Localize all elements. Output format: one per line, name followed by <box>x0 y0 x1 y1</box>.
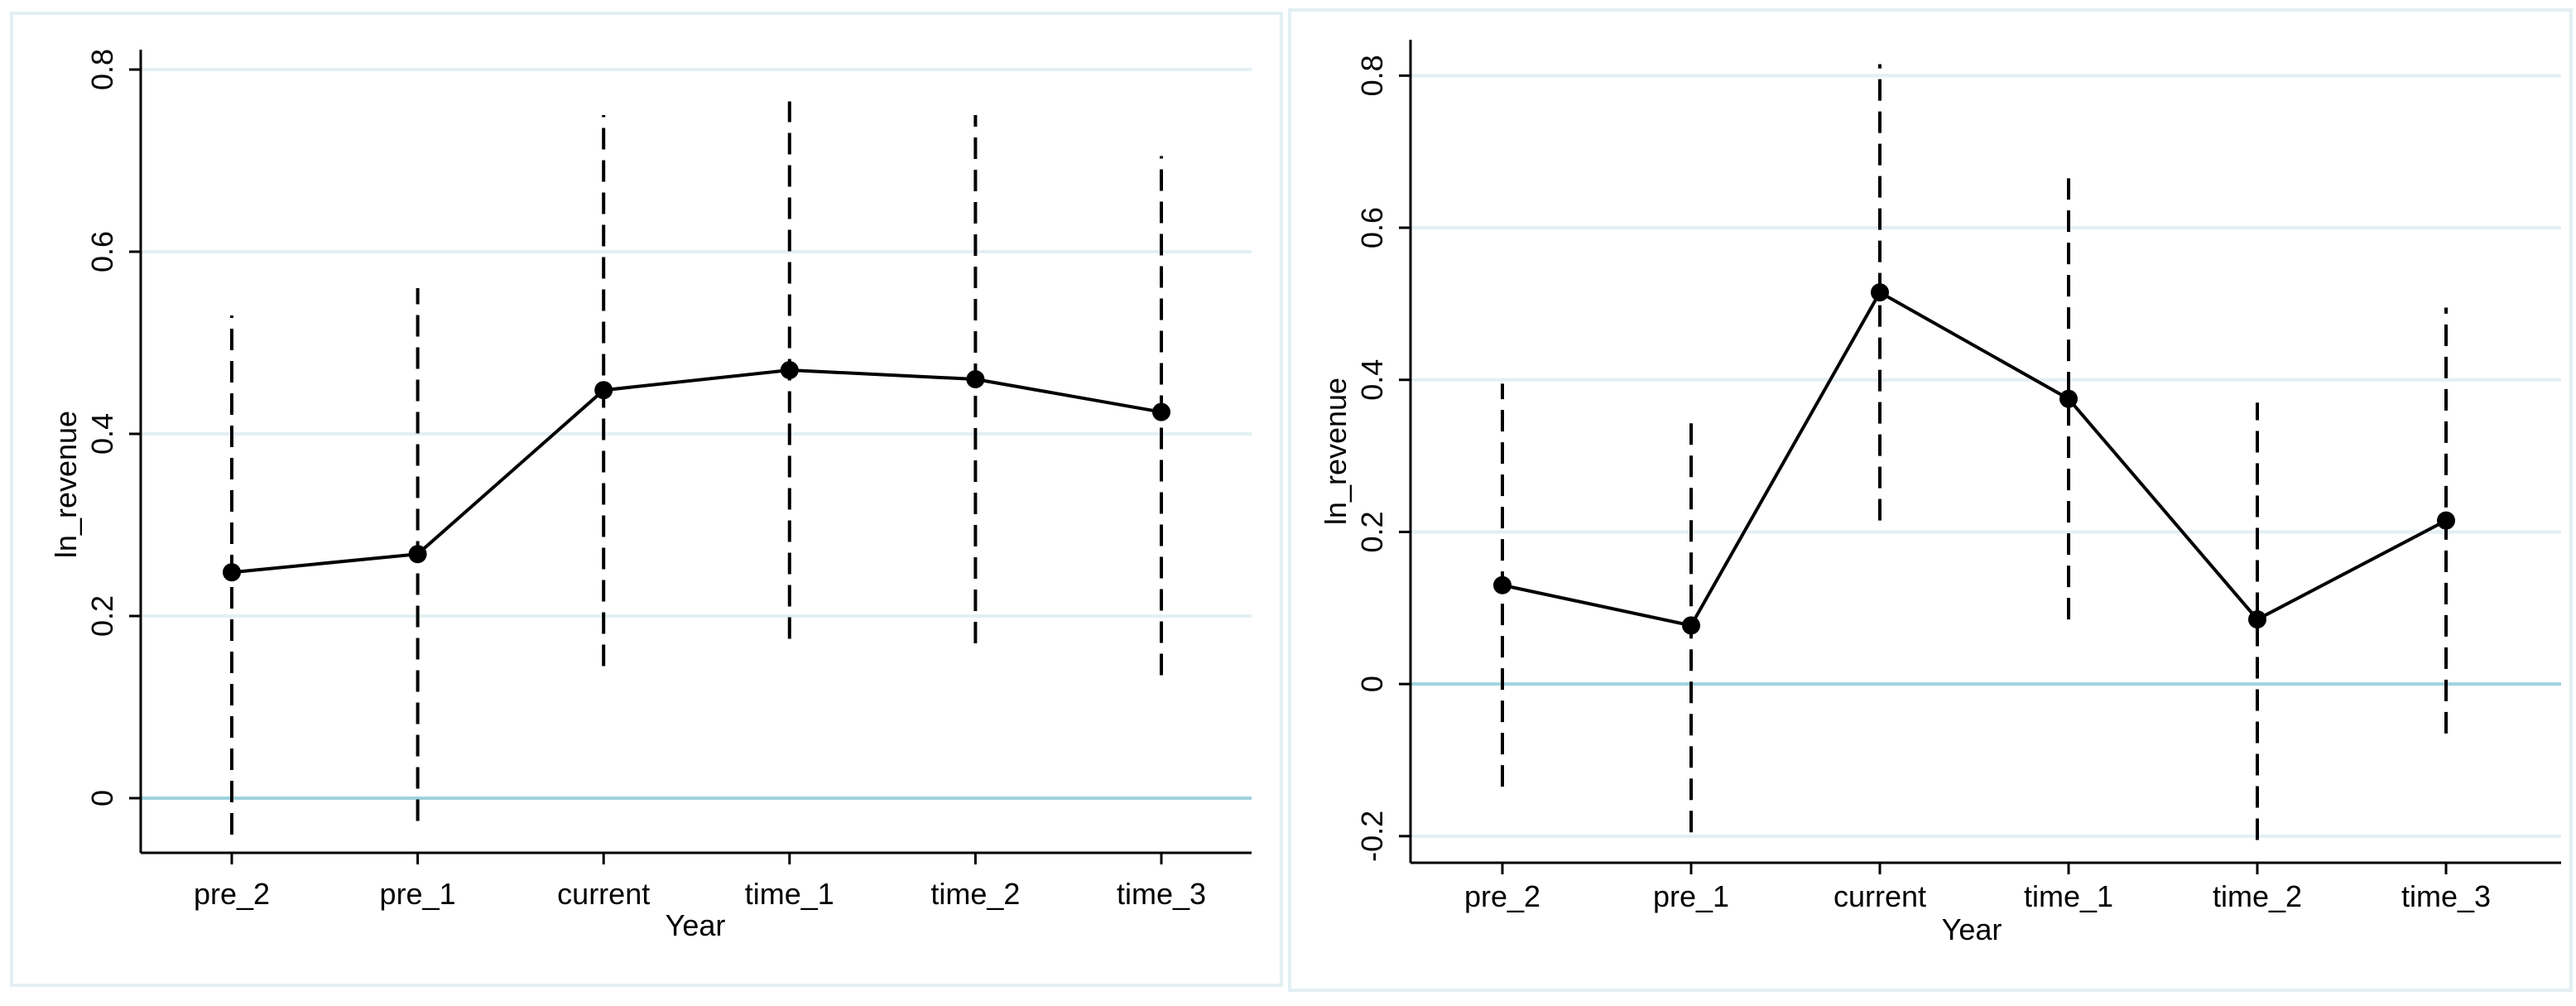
left-data-point-2 <box>594 381 613 400</box>
right-x-tick-label-5: time_3 <box>2401 879 2491 913</box>
left-data-point-5 <box>1152 402 1170 421</box>
left-data-point-3 <box>780 361 799 379</box>
right-x-tick-label-4: time_2 <box>2213 879 2302 913</box>
right-data-point-5 <box>2437 511 2455 530</box>
left-x-tick-label-5: time_3 <box>1117 877 1206 911</box>
right-y-tick-label-3: 0.4 <box>1355 359 1389 401</box>
left-x-tick-label-3: time_1 <box>745 877 834 911</box>
right-y-tick-label-2: 0.2 <box>1355 511 1389 552</box>
left-y-tick-label-0: 0 <box>85 790 119 806</box>
left-y-tick-label-4: 0.8 <box>85 49 119 90</box>
right-y-axis-title: ln_revenue <box>1319 378 1353 525</box>
right-x-axis-title: Year <box>1942 912 2002 946</box>
right-data-point-3 <box>2059 389 2078 408</box>
right-x-tick-label-1: pre_1 <box>1653 879 1729 913</box>
left-x-tick-label-1: pre_1 <box>380 877 456 911</box>
left-data-point-1 <box>408 545 427 564</box>
left-y-tick-label-1: 0.2 <box>85 595 119 637</box>
right-data-point-0 <box>1493 575 1511 594</box>
right-data-point-4 <box>2248 610 2266 629</box>
left-data-point-0 <box>223 563 241 582</box>
left-x-tick-label-4: time_2 <box>930 877 1020 911</box>
chart-panel-left <box>10 12 1283 987</box>
right-y-tick-label-0: -0.2 <box>1355 811 1389 862</box>
left-x-axis-title: Year <box>666 908 726 942</box>
right-series-line <box>1502 290 2447 628</box>
left-x-tick-label-0: pre_2 <box>194 877 270 911</box>
chart-panel-right <box>1288 8 2573 992</box>
left-y-tick-label-3: 0.6 <box>85 231 119 272</box>
right-y-tick-label-5: 0.8 <box>1355 55 1389 96</box>
left-series-line <box>231 368 1162 575</box>
left-y-tick-label-2: 0.4 <box>85 413 119 455</box>
right-y-tick-label-4: 0.6 <box>1355 207 1389 248</box>
right-x-tick-label-0: pre_2 <box>1464 879 1540 913</box>
right-x-tick-label-2: current <box>1833 879 1926 913</box>
left-y-axis-title: ln_revenue <box>49 411 83 558</box>
right-data-point-2 <box>1871 283 1889 302</box>
right-y-tick-label-1: 0 <box>1355 676 1389 692</box>
right-x-tick-label-3: time_1 <box>2024 879 2113 913</box>
left-x-tick-label-2: current <box>557 877 650 911</box>
right-data-point-1 <box>1682 616 1700 635</box>
left-data-point-4 <box>966 370 985 388</box>
